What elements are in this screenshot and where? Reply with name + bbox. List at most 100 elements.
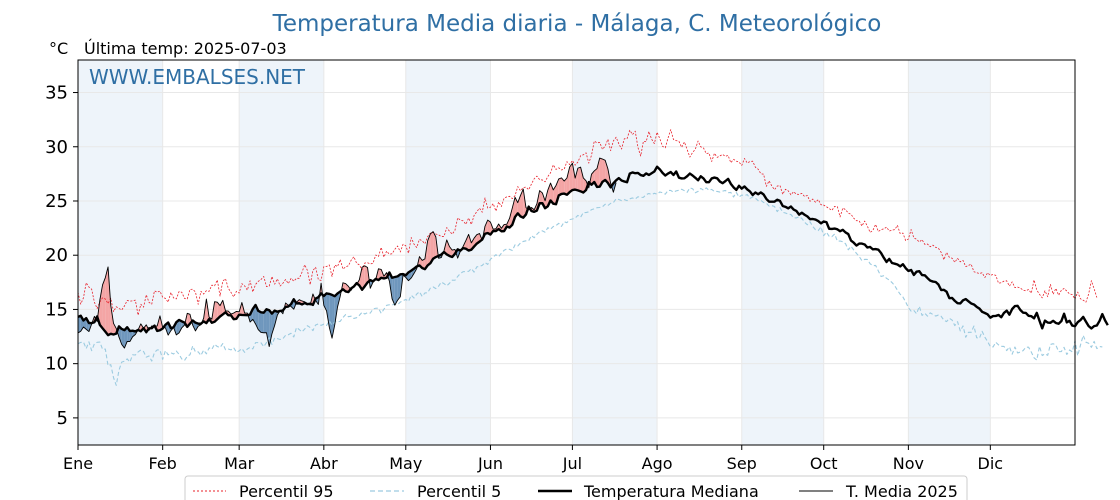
x-tick-label-Jun: Jun — [477, 454, 503, 473]
watermark: WWW.EMBALSES.NET — [89, 65, 306, 89]
anomaly-fill-day-191 — [596, 158, 600, 187]
series-line-media2025 — [77, 157, 617, 349]
series-lines — [77, 129, 1109, 386]
anomaly-fill-day-71 — [269, 310, 272, 347]
anomaly-fill-day-193 — [602, 159, 606, 182]
month-band-Ene — [78, 60, 163, 445]
anomaly-fill-day-38 — [179, 319, 182, 333]
x-tick-label-Dic: Dic — [978, 454, 1004, 473]
x-tick-label-Ago: Ago — [642, 454, 673, 473]
x-tick-label-Mar: Mar — [224, 454, 255, 473]
anomaly-fill-day-185 — [580, 167, 584, 193]
anomaly-fill-day-69 — [263, 309, 267, 333]
y-tick-label-15: 15 — [45, 299, 68, 320]
chart-title: Temperatura Media diaria - Málaga, C. Me… — [272, 11, 882, 37]
anomaly-fill-day-162 — [517, 195, 521, 217]
x-tick-label-Jul: Jul — [562, 454, 582, 473]
unit-label: °C — [49, 39, 68, 58]
anomaly-fill-day-1 — [78, 315, 81, 333]
anomaly-fill-day-175 — [553, 185, 557, 205]
anomaly-fill-day-131 — [433, 231, 436, 259]
anomaly-fill-day-130 — [430, 231, 434, 264]
anomaly-fill-day-95 — [334, 293, 338, 325]
anomaly-fill-day-17 — [121, 328, 125, 349]
anomaly-fill-day-179 — [564, 177, 567, 195]
anomaly-fill-day-159 — [509, 207, 513, 228]
y-tick-label-5: 5 — [57, 408, 68, 429]
grid-lines — [77, 60, 1075, 445]
anomaly-fill-day-184 — [577, 167, 581, 192]
legend-label-p5: Percentil 5 — [417, 482, 501, 500]
anomaly-fill-day-20 — [129, 330, 133, 342]
anomaly-fill-day-170 — [539, 190, 543, 204]
anomaly-fill-day-51 — [214, 301, 218, 322]
legend-frame — [184, 475, 968, 500]
anomaly-fill-day-192 — [599, 158, 603, 187]
anomaly-fill-day-12 — [108, 266, 111, 336]
anomaly-fill-day-172 — [545, 190, 548, 209]
legend: Percentil 95 Percentil 5 Temperatura Med… — [184, 475, 968, 500]
anomaly-fill-day-177 — [558, 177, 562, 196]
anomaly-fill-day-37 — [176, 319, 180, 335]
anomaly-fill-day-72 — [271, 310, 275, 334]
anomaly-fill-day-150 — [484, 220, 488, 234]
y-tick-label-25: 25 — [45, 191, 68, 212]
anomaly-fill-day-105 — [362, 265, 365, 290]
anomaly-fill-day-176 — [556, 178, 559, 205]
anomaly-fill-day-117 — [394, 276, 398, 306]
anomaly-fill-day-106 — [364, 265, 368, 287]
y-tick-label-35: 35 — [45, 83, 68, 104]
plot-frame — [77, 59, 1076, 446]
last-temp-label: Última temp: 2025-07-03 — [84, 39, 287, 58]
series-line-p95 — [77, 129, 1098, 316]
anomaly-fill-day-129 — [427, 233, 431, 266]
anomaly-fill-day-183 — [575, 168, 578, 191]
anomaly-fill-day-44 — [195, 322, 199, 331]
anomaly-fill-day-178 — [561, 177, 565, 194]
anomaly-fill-day-118 — [397, 274, 401, 301]
anomaly-fill-day-14 — [113, 323, 117, 335]
x-tick-label-May: May — [389, 454, 422, 473]
y-tick-label-30: 30 — [45, 137, 68, 158]
x-tick-label-Abr: Abr — [310, 454, 338, 473]
anomaly-fill-day-58 — [233, 311, 237, 320]
x-tick-label-Ene: Ene — [63, 454, 93, 473]
month-band-Sep — [741, 60, 824, 445]
anomaly-fill-day-194 — [605, 160, 608, 183]
legend-label-median: Temperatura Mediana — [583, 482, 759, 500]
anomaly-fill-day-16 — [118, 326, 122, 345]
month-band-Mar — [239, 60, 324, 445]
anomaly-fill-day-136 — [446, 239, 450, 256]
anomaly-fill-day-116 — [392, 277, 395, 306]
anomaly-fill-day-127 — [422, 258, 425, 270]
month-bands — [78, 60, 991, 445]
anomaly-fill-day-137 — [449, 246, 453, 257]
x-tick-label-Nov: Nov — [893, 454, 924, 473]
anomaly-fill-day-181 — [569, 163, 573, 193]
anomaly-fill-day-10 — [102, 277, 106, 332]
legend-label-media2025: T. Media 2025 — [845, 482, 958, 500]
month-band-Jul — [572, 60, 658, 445]
x-tick-label-Oct: Oct — [810, 454, 838, 473]
series-line-p5 — [77, 187, 1103, 386]
y-axis-ticks: 5 10 15 20 25 30 35 — [45, 83, 78, 429]
x-axis-ticks: Ene Feb Mar Abr May Jun Jul Ago Sep Oct Nov Dic — [63, 445, 1003, 473]
y-tick-label-10: 10 — [45, 354, 68, 375]
month-band-Nov — [908, 60, 991, 445]
x-tick-label-Feb: Feb — [149, 454, 177, 473]
x-tick-label-Sep: Sep — [727, 454, 757, 473]
anomaly-fill-day-70 — [266, 309, 270, 347]
anomaly-fill-day-67 — [258, 310, 262, 333]
anomaly-fill-day-180 — [566, 167, 570, 195]
anomaly-fill-day-68 — [261, 312, 264, 333]
anomaly-fill-day-9 — [99, 284, 103, 329]
anomaly-fill-day-182 — [572, 163, 576, 191]
anomaly-fill-day-52 — [217, 302, 221, 320]
anomaly-fill-day-93 — [329, 293, 333, 339]
anomaly-fill-day-163 — [520, 189, 524, 218]
anomaly-fill-day-143 — [465, 234, 469, 251]
legend-label-p95: Percentil 95 — [239, 482, 334, 500]
anomaly-fill-day-144 — [468, 234, 472, 251]
anomaly-fill-day-92 — [326, 293, 330, 328]
